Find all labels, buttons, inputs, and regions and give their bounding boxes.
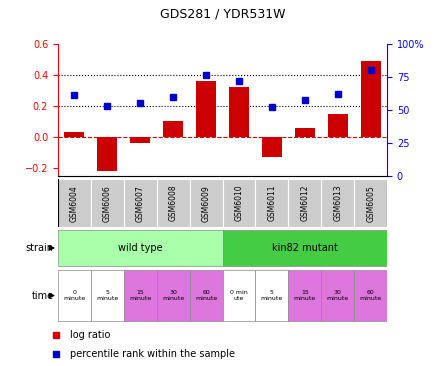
Text: 5
minute: 5 minute: [261, 290, 283, 301]
Bar: [222, 270, 255, 321]
Bar: [328, 114, 348, 137]
Bar: [255, 179, 288, 227]
Bar: [58, 270, 91, 321]
Text: GSM6007: GSM6007: [136, 185, 145, 221]
Text: 0 min
ute: 0 min ute: [230, 290, 248, 301]
Text: GSM6008: GSM6008: [169, 185, 178, 221]
Text: 60
minute: 60 minute: [195, 290, 217, 301]
Text: GSM6011: GSM6011: [267, 185, 276, 221]
Bar: [222, 179, 255, 227]
Bar: [295, 128, 315, 137]
Text: GSM6012: GSM6012: [300, 185, 309, 221]
Bar: [321, 179, 354, 227]
Text: GSM6005: GSM6005: [366, 185, 375, 221]
Bar: [97, 137, 117, 171]
Text: 5
minute: 5 minute: [96, 290, 118, 301]
Text: GSM6006: GSM6006: [103, 185, 112, 221]
Bar: [58, 179, 91, 227]
Bar: [163, 122, 183, 137]
Text: 60
minute: 60 minute: [360, 290, 382, 301]
Text: log ratio: log ratio: [70, 330, 110, 340]
Text: wild type: wild type: [118, 243, 162, 253]
Text: strain: strain: [25, 243, 53, 253]
Bar: [65, 132, 84, 137]
Bar: [124, 270, 157, 321]
Bar: [262, 137, 282, 157]
Bar: [58, 229, 222, 266]
Bar: [91, 179, 124, 227]
Bar: [321, 270, 354, 321]
Text: time: time: [31, 291, 53, 300]
Bar: [255, 270, 288, 321]
Bar: [130, 137, 150, 143]
Bar: [354, 270, 387, 321]
Text: percentile rank within the sample: percentile rank within the sample: [70, 349, 235, 359]
Bar: [190, 179, 222, 227]
Text: GSM6004: GSM6004: [70, 185, 79, 221]
Bar: [190, 270, 222, 321]
Bar: [354, 179, 387, 227]
Bar: [124, 179, 157, 227]
Text: GSM6010: GSM6010: [235, 185, 243, 221]
Text: 15
minute: 15 minute: [294, 290, 316, 301]
Bar: [361, 61, 380, 137]
Bar: [222, 229, 387, 266]
Text: GDS281 / YDR531W: GDS281 / YDR531W: [160, 7, 285, 20]
Text: kin82 mutant: kin82 mutant: [272, 243, 338, 253]
Text: GSM6009: GSM6009: [202, 185, 210, 221]
Bar: [196, 81, 216, 137]
Text: GSM6013: GSM6013: [333, 185, 342, 221]
Bar: [157, 270, 190, 321]
Bar: [91, 270, 124, 321]
Text: 0
minute: 0 minute: [63, 290, 85, 301]
Bar: [229, 87, 249, 137]
Text: 30
minute: 30 minute: [162, 290, 184, 301]
Text: 30
minute: 30 minute: [327, 290, 349, 301]
Bar: [288, 179, 321, 227]
Bar: [288, 270, 321, 321]
Text: 15
minute: 15 minute: [129, 290, 151, 301]
Bar: [157, 179, 190, 227]
